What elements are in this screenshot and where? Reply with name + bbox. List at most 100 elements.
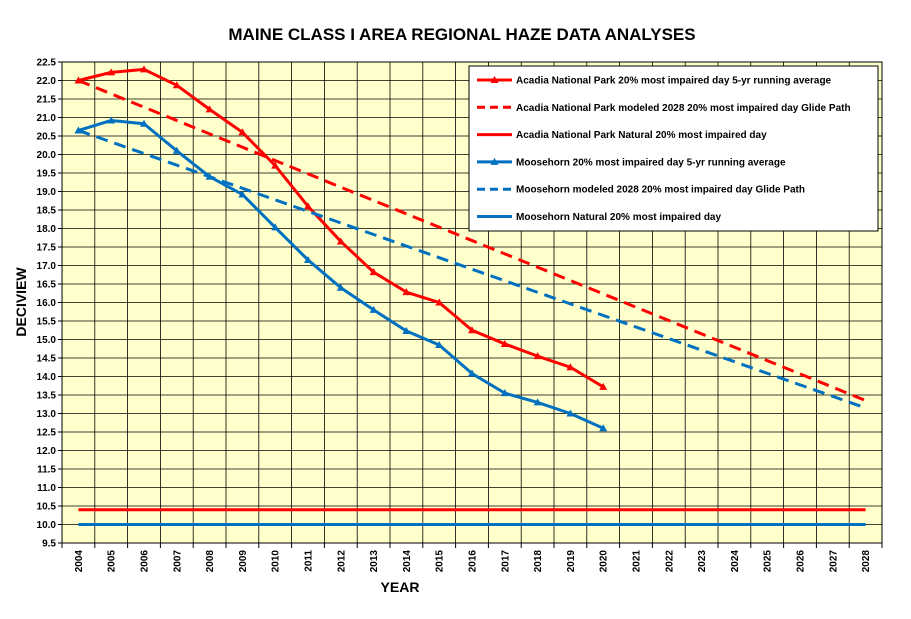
data-point: [271, 223, 280, 231]
data-point: [468, 369, 476, 377]
legend-label: Acadia National Park modeled 2028 20% mo…: [516, 103, 851, 114]
y-axis-title: DECIVIEW: [13, 267, 29, 337]
data-point: [566, 409, 575, 417]
data-point: [336, 237, 345, 245]
data-point: [172, 146, 181, 154]
x-axis-ticks: 2004 2005 2006 2007 2008 2009 2010 2011 2012 2013…: [61, 543, 883, 573]
legend-entry: Acadia National Park 20% most impaired d…: [477, 76, 832, 87]
series-2: [77, 79, 867, 402]
legend-label: Acadia National Park Natural 20% most im…: [516, 130, 767, 141]
legend-entry: Acadia National Park modeled 2028 20% mo…: [477, 103, 851, 114]
x-tick-label: 2021: [632, 550, 643, 573]
data-point: [435, 298, 444, 306]
y-tick-label: 22.0: [37, 76, 57, 87]
legend-marker: [490, 76, 499, 83]
data-point: [107, 68, 116, 76]
x-tick-label: 2025: [763, 550, 774, 573]
y-tick-label: 19.5: [37, 169, 57, 180]
data-point: [599, 424, 608, 432]
y-tick-label: 19.0: [37, 187, 57, 198]
x-tick-label: 2016: [468, 550, 479, 573]
y-tick-label: 22.5: [37, 58, 57, 69]
x-tick-label: 2006: [140, 550, 151, 573]
data-point: [172, 81, 181, 89]
y-tick-label: 14.5: [37, 354, 57, 365]
x-tick-label: 2024: [730, 550, 741, 573]
series-line: [77, 129, 867, 410]
legend-entry: Moosehorn 20% most impaired day 5-yr run…: [477, 157, 786, 168]
y-tick-label: 12.0: [37, 446, 57, 457]
y-tick-label: 20.0: [37, 150, 57, 161]
x-tick-label: 2013: [369, 550, 380, 573]
legend-label: Moosehorn 20% most impaired day 5-yr run…: [516, 157, 786, 168]
data-point: [140, 119, 148, 127]
x-tick-label: 2018: [533, 550, 544, 573]
y-tick-label: 13.5: [37, 391, 57, 402]
data-point: [533, 352, 542, 360]
y-tick-label: 11.0: [37, 483, 56, 494]
y-tick-label: 15.0: [37, 335, 57, 346]
data-point: [304, 255, 312, 263]
y-tick-label: 16.5: [37, 280, 57, 291]
x-tick-label: 2011: [304, 550, 315, 572]
legend-entry: Acadia National Park Natural 20% most im…: [477, 130, 767, 141]
data-point: [369, 268, 378, 276]
data-point: [402, 326, 411, 334]
legend-entry: Moosehorn modeled 2028 20% most impaired…: [477, 185, 805, 196]
legend-label: Moosehorn modeled 2028 20% most impaired…: [516, 185, 805, 196]
data-point: [304, 202, 312, 210]
data-point: [205, 105, 214, 113]
y-tick-label: 18.0: [37, 224, 57, 235]
y-tick-label: 10.5: [37, 502, 57, 513]
legend: Acadia National Park 20% most impaired d…: [468, 65, 879, 232]
data-point: [140, 65, 148, 73]
y-tick-label: 17.5: [37, 243, 57, 254]
y-tick-label: 21.5: [37, 95, 57, 106]
y-axis-ticks: 9.5 10.0 10.5 11.0 11.5 12.0 12.5 13.0 13.5 14.0 1…: [37, 58, 62, 550]
legend-marker: [490, 157, 499, 165]
y-tick-label: 11.5: [37, 465, 56, 476]
data-point: [468, 326, 476, 334]
y-tick-label: 12.5: [37, 428, 57, 439]
y-tick-label: 9.5: [42, 539, 56, 550]
y-tick-label: 16.0: [37, 298, 57, 309]
x-tick-label: 2009: [238, 550, 249, 573]
series-4: [74, 116, 608, 432]
x-tick-label: 2012: [336, 550, 347, 573]
y-tick-label: 13.0: [37, 409, 57, 420]
x-tick-label: 2007: [172, 550, 183, 573]
data-point: [336, 283, 345, 291]
x-tick-label: 2023: [697, 550, 708, 573]
x-tick-label: 2015: [435, 550, 446, 573]
x-tick-label: 2004: [74, 550, 85, 573]
data-point: [369, 305, 378, 313]
legend-label: Moosehorn Natural 20% most impaired day: [516, 212, 721, 223]
series-line: [77, 79, 867, 402]
data-point: [238, 190, 247, 198]
data-point: [435, 341, 444, 349]
chart-title: MAINE CLASS I AREA REGIONAL HAZE DATA AN…: [228, 25, 695, 44]
data-point: [271, 161, 280, 169]
legend-entry: Moosehorn Natural 20% most impaired day: [477, 212, 721, 223]
y-tick-label: 18.5: [37, 206, 57, 217]
series-5: [77, 129, 867, 410]
x-tick-label: 2022: [664, 550, 675, 573]
legend-box: [468, 65, 879, 232]
data-point: [402, 288, 411, 296]
data-point: [599, 382, 608, 390]
data-point: [107, 116, 116, 124]
y-tick-label: 15.5: [37, 317, 57, 328]
x-tick-label: 2017: [500, 550, 511, 573]
series-1: [74, 65, 608, 390]
y-tick-label: 14.0: [37, 372, 57, 383]
legend-label: Acadia National Park 20% most impaired d…: [516, 76, 832, 87]
x-tick-label: 2028: [861, 550, 872, 573]
y-tick-label: 21.0: [37, 113, 57, 124]
y-tick-label: 20.5: [37, 132, 57, 143]
series-lines: [74, 65, 867, 526]
y-tick-label: 17.0: [37, 261, 57, 272]
y-tick-label: 10.0: [37, 520, 57, 531]
x-tick-label: 2019: [566, 550, 577, 573]
x-axis-title: YEAR: [381, 579, 420, 595]
